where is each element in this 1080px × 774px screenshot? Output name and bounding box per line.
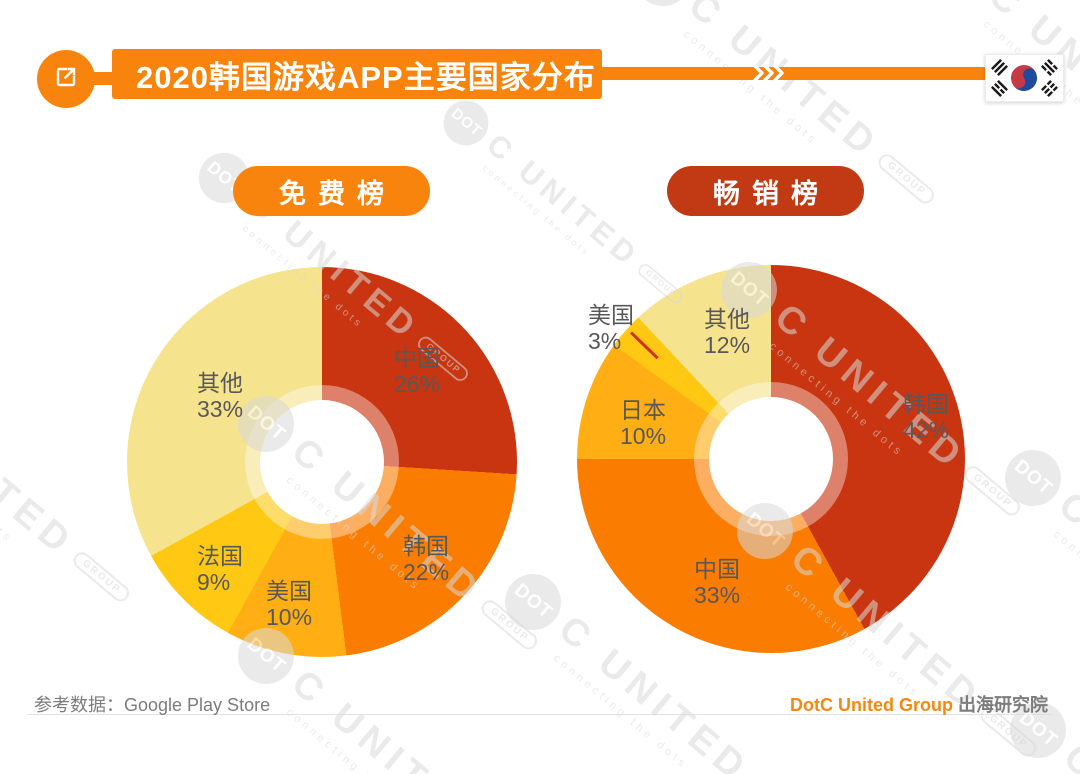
south-korea-flag-icon [985,54,1064,102]
dot-logo-icon: DOT [923,0,1003,8]
export-icon [52,63,80,96]
slice-label-others: 其他 33% [197,370,244,422]
trigram-icon [991,80,1008,97]
dot-logo-icon: DOT [993,438,1073,518]
data-source-note: 参考数据：Google Play Store [34,695,271,715]
publisher-credit: DotC United Group 出海研究院 [790,691,1048,717]
slice-label-usa: 美国 3% [588,302,634,354]
title-rail [600,67,988,80]
slice-label-china: 中国 33% [694,556,741,608]
footer-divider [28,714,1052,715]
taegeuk-icon [1006,60,1042,96]
publisher-suffix: 出海研究院 [952,695,1048,715]
share-badge [37,50,95,108]
banner-connector [93,72,114,85]
publisher-name: DotC United Group [790,695,953,715]
bestselling-ranking-badge: 畅销榜 [667,166,864,216]
dot-logo-icon: DOT [493,562,573,642]
slice-label-usa: 美国 10% [266,578,313,630]
slice-label-china: 中国 26% [394,345,441,397]
dot-logo-icon: DOT [434,91,498,155]
donut-chart-bestselling-ranking [577,265,965,653]
free-ranking-badge: 免费榜 [233,166,430,216]
chevrons-icon [752,64,786,82]
trigram-icon [1041,80,1058,97]
slice-label-japan: 日本 10% [620,397,667,449]
page-title: 2020韩国游戏APP主要国家分布 [112,49,602,99]
trigram-icon [1041,59,1058,76]
slice-label-korea: 韩国 22% [403,533,450,585]
slice-label-france: 法国 9% [197,543,243,595]
dot-logo-icon: DOT [623,0,703,18]
donut-chart-free-ranking [127,267,517,657]
slice-label-others: 其他 12% [704,306,751,358]
slice-label-korea: 韩国 42% [903,391,950,443]
